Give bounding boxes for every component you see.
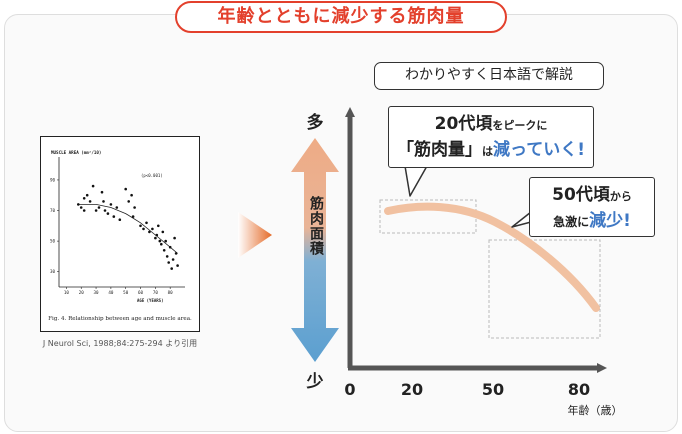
- x-tick-label: 80: [568, 380, 590, 399]
- peak-callout: 20代頃をピークに 「筋肉量」は減っていく!: [388, 106, 594, 168]
- paper-data-point: [91, 184, 95, 188]
- paper-data-point: [160, 242, 163, 246]
- paper-y-tick-label: 70: [50, 208, 56, 213]
- x-axis-title: 年齢（歳）: [568, 403, 623, 417]
- paper-data-point: [142, 227, 145, 231]
- explain-label: わかりやすく日本語で解説: [374, 62, 604, 90]
- paper-trend-line: [78, 204, 178, 254]
- paper-x-tick-label: 50: [123, 290, 129, 295]
- paper-data-point: [130, 193, 133, 197]
- chevron-right-icon: [238, 212, 272, 258]
- decline-highlight-box: [488, 239, 601, 339]
- paper-p-value: (p<0.001): [141, 173, 163, 178]
- muscle-trend-curve: [384, 202, 600, 312]
- callout1-highlight: 減っていく!: [493, 140, 585, 160]
- paper-x-tick-label: 40: [108, 290, 114, 295]
- paper-x-tick-label: 60: [138, 290, 144, 295]
- paper-data-point: [94, 209, 98, 212]
- paper-y-tick-label: 30: [50, 269, 56, 274]
- paper-data-point: [171, 258, 175, 261]
- paper-data-point: [164, 239, 167, 243]
- paper-chart: MUSCLE AREA (mm²/10) (p<0.001) AGE (YEAR…: [48, 150, 192, 322]
- paper-data-point: [127, 200, 130, 203]
- y-axis-label: 筋肉面積: [308, 195, 325, 256]
- paper-data-point: [124, 187, 127, 191]
- paper-x-tick-label: 20: [79, 290, 85, 295]
- paper-data-point: [133, 206, 136, 209]
- paper-caption: Fig. 4. Relationship between age and mus…: [48, 316, 192, 322]
- quantity-double-arrow: [291, 138, 339, 362]
- paper-data-point: [82, 197, 86, 200]
- paper-data-point: [167, 261, 170, 264]
- paper-data-point: [158, 239, 162, 243]
- callout2-highlight: 減少!: [589, 211, 631, 231]
- paper-data-point: [148, 230, 151, 234]
- paper-data-point: [162, 249, 166, 252]
- paper-data-point: [112, 215, 116, 218]
- callout1-age: 20代頃: [434, 114, 493, 134]
- paper-y-axis-title: MUSCLE AREA (mm²/10): [51, 150, 101, 155]
- callout2-age: 50代頃: [552, 185, 610, 205]
- paper-data-point: [82, 209, 86, 212]
- paper-data-point: [85, 193, 89, 197]
- paper-data-point: [109, 203, 113, 206]
- y-axis-top-label: 多: [307, 112, 324, 133]
- decline-callout: 50代頃から 急激に減少!: [529, 177, 655, 237]
- paper-x-tick-label: 30: [94, 290, 100, 295]
- paper-data-point: [173, 236, 176, 240]
- paper-data-point: [115, 206, 119, 209]
- callout1-particle: は: [482, 145, 494, 158]
- paper-y-tick-label: 90: [50, 177, 56, 182]
- citation: J Neurol Sci, 1988;84:275-294 より引用: [42, 339, 198, 348]
- paper-data-point: [165, 255, 169, 258]
- paper-x-tick-label: 10: [64, 290, 70, 295]
- paper-data-point: [139, 224, 142, 228]
- paper-figure: MUSCLE AREA (mm²/10) (p<0.001) AGE (YEAR…: [40, 136, 200, 332]
- page-title: 年齢とともに減少する筋肉量: [175, 1, 507, 33]
- paper-data-point: [118, 218, 122, 221]
- paper-data-point: [88, 200, 92, 203]
- paper-x-tick-label: 70: [153, 290, 159, 295]
- paper-x-axis-title: AGE (YEARS): [137, 298, 164, 303]
- paper-data-point: [131, 215, 135, 218]
- callout1-subject: 「筋肉量」: [397, 140, 483, 160]
- paper-data-point: [157, 224, 160, 228]
- x-axis-origin-label: 0: [344, 380, 355, 399]
- paper-data-point: [151, 227, 154, 231]
- callout2-adverb: 急激に: [553, 215, 590, 229]
- paper-data-point: [97, 206, 101, 209]
- paper-data-point: [145, 221, 148, 225]
- paper-data-point: [100, 190, 104, 194]
- paper-data-point: [170, 267, 173, 270]
- paper-data-point: [161, 230, 165, 234]
- paper-data-point: [102, 200, 105, 203]
- callout2-suffix: から: [609, 190, 632, 203]
- paper-y-tick-label: 50: [50, 239, 56, 244]
- paper-data-point: [176, 264, 179, 267]
- callout1-tail: [404, 165, 428, 197]
- x-tick-label: 50: [482, 380, 504, 399]
- paper-data-point: [154, 236, 157, 240]
- paper-data-point: [103, 209, 107, 212]
- callout1-suffix: をピークに: [492, 119, 548, 132]
- paper-data-point: [79, 206, 83, 209]
- paper-data-point: [106, 212, 110, 215]
- paper-data-point: [155, 233, 159, 237]
- paper-data-point: [168, 245, 172, 249]
- y-axis-bottom-label: 少: [306, 372, 324, 392]
- paper-data-point: [174, 252, 178, 255]
- x-tick-label: 20: [401, 380, 423, 399]
- paper-data-point: [77, 203, 80, 206]
- paper-x-tick-label: 80: [168, 290, 174, 295]
